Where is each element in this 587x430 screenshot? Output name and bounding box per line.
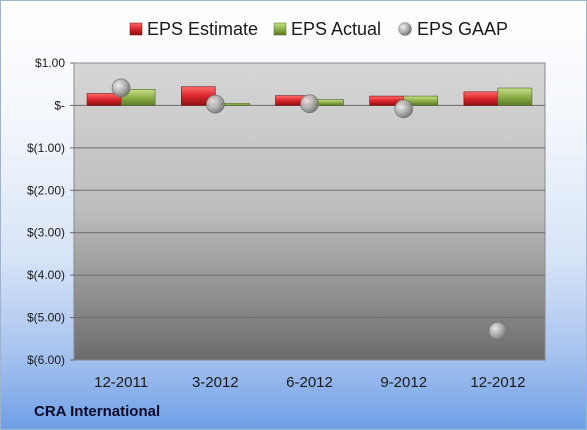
y-tick-label: $(1.00)	[27, 141, 65, 155]
y-tick-label: $1.00	[35, 56, 65, 70]
marker-eps-gaap	[488, 321, 508, 341]
legend-item-eps-estimate[interactable]: EPS Estimate	[129, 19, 258, 39]
legend-label-estimate: EPS Estimate	[147, 19, 258, 39]
marker-eps-gaap	[394, 99, 414, 119]
gaap-markers	[111, 78, 508, 341]
marker-eps-gaap	[111, 78, 131, 98]
legend-swatch-estimate	[129, 22, 143, 36]
marker-eps-gaap	[205, 94, 225, 114]
x-tick-label: 3-2012	[192, 374, 239, 391]
bar-eps-actual	[497, 87, 533, 106]
legend-swatch-gaap	[398, 22, 412, 36]
legend-item-eps-gaap[interactable]: EPS GAAP	[398, 19, 509, 39]
legend: EPS Estimate EPS Actual EPS GAAP	[129, 19, 509, 39]
x-tick-label: 9-2012	[380, 374, 427, 391]
y-tick-label: $(5.00)	[27, 311, 65, 325]
legend-swatch-actual	[273, 22, 287, 36]
x-axis: 12-2011 3-2012 6-2012 9-2012 12-2012	[94, 374, 525, 391]
y-tick-label: $(4.00)	[27, 268, 65, 282]
legend-item-eps-actual[interactable]: EPS Actual	[273, 19, 381, 39]
legend-label-actual: EPS Actual	[291, 19, 381, 39]
y-tick-label: $-	[54, 98, 65, 112]
x-tick-label: 6-2012	[286, 374, 333, 391]
y-axis: $1.00 $- $(1.00) $(2.00) $(3.00) $(4.00) $(5.0…	[27, 56, 74, 367]
legend-label-gaap: EPS GAAP	[417, 19, 508, 39]
company-name: CRA International	[34, 403, 161, 420]
y-tick-label: $(6.00)	[27, 353, 65, 367]
y-tick-label: $(3.00)	[27, 226, 65, 240]
bar-eps-estimate	[463, 91, 499, 106]
marker-eps-gaap	[300, 94, 319, 114]
x-tick-label: 12-2012	[470, 374, 525, 391]
x-tick-label: 12-2011	[94, 374, 148, 391]
y-tick-label: $(2.00)	[27, 183, 65, 197]
